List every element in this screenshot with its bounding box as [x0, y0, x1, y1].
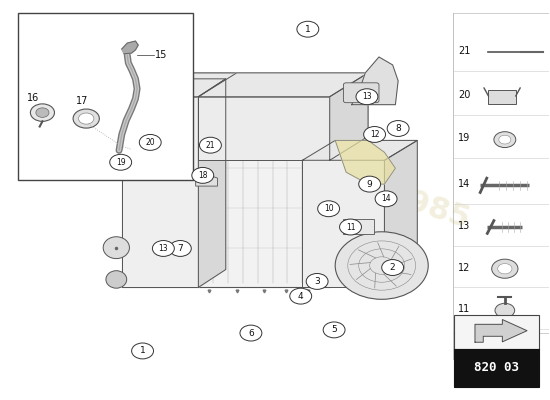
- Text: 13: 13: [458, 221, 471, 231]
- Text: 8: 8: [395, 124, 401, 133]
- Circle shape: [240, 325, 262, 341]
- Circle shape: [290, 288, 312, 304]
- Circle shape: [498, 264, 512, 274]
- Polygon shape: [329, 73, 368, 160]
- Circle shape: [79, 113, 94, 124]
- Text: 4: 4: [298, 292, 304, 301]
- Bar: [122, 97, 329, 287]
- Circle shape: [495, 303, 515, 318]
- Circle shape: [318, 201, 339, 217]
- Circle shape: [192, 168, 214, 183]
- Circle shape: [131, 343, 153, 359]
- Text: a passion for parts: a passion for parts: [182, 205, 346, 274]
- Circle shape: [30, 104, 54, 121]
- Polygon shape: [384, 140, 417, 287]
- Circle shape: [356, 89, 378, 105]
- Polygon shape: [302, 140, 417, 160]
- Polygon shape: [329, 73, 368, 287]
- Text: 10: 10: [324, 204, 333, 213]
- Text: 820 03: 820 03: [475, 361, 519, 374]
- Text: 21: 21: [206, 141, 215, 150]
- Text: 12: 12: [370, 130, 379, 139]
- Text: 19: 19: [458, 134, 471, 144]
- FancyBboxPatch shape: [343, 83, 379, 103]
- Text: 1: 1: [140, 346, 145, 356]
- Text: 1: 1: [305, 25, 311, 34]
- Text: 1985: 1985: [383, 181, 473, 235]
- Polygon shape: [122, 41, 138, 54]
- Circle shape: [499, 135, 511, 144]
- Circle shape: [152, 240, 174, 256]
- Text: 20: 20: [145, 138, 155, 147]
- Text: 3: 3: [314, 277, 320, 286]
- Polygon shape: [335, 140, 395, 184]
- Text: 6: 6: [248, 328, 254, 338]
- Bar: [18, 13, 193, 180]
- Circle shape: [297, 21, 319, 37]
- Polygon shape: [122, 79, 226, 97]
- Text: 19: 19: [116, 158, 125, 167]
- Circle shape: [323, 322, 345, 338]
- Polygon shape: [475, 320, 527, 342]
- Polygon shape: [196, 174, 218, 186]
- Circle shape: [359, 176, 381, 192]
- Text: 20: 20: [458, 90, 471, 100]
- Ellipse shape: [103, 237, 129, 258]
- Bar: [454, 315, 540, 349]
- Bar: [199, 97, 329, 160]
- Text: 17: 17: [76, 96, 89, 106]
- Circle shape: [110, 154, 131, 170]
- Circle shape: [36, 108, 49, 117]
- Circle shape: [364, 126, 386, 142]
- Polygon shape: [199, 79, 225, 287]
- Bar: [122, 97, 199, 287]
- Bar: [343, 219, 373, 234]
- Text: 21: 21: [458, 46, 471, 56]
- Circle shape: [139, 134, 161, 150]
- Text: 12: 12: [458, 262, 471, 272]
- Text: 5: 5: [331, 325, 337, 334]
- Text: 13: 13: [158, 244, 168, 253]
- Circle shape: [335, 232, 428, 299]
- Text: européés: européés: [109, 117, 419, 267]
- Circle shape: [375, 191, 397, 207]
- Text: 14: 14: [458, 179, 471, 189]
- Circle shape: [339, 219, 361, 235]
- Text: 9: 9: [367, 180, 372, 189]
- Text: 15: 15: [155, 50, 168, 60]
- Circle shape: [387, 120, 409, 136]
- Bar: [454, 349, 540, 387]
- Text: 14: 14: [381, 194, 391, 203]
- Text: 13: 13: [362, 92, 372, 101]
- Circle shape: [494, 132, 516, 148]
- Text: 18: 18: [198, 171, 207, 180]
- Circle shape: [382, 260, 404, 276]
- Bar: [302, 160, 384, 287]
- Circle shape: [492, 259, 518, 278]
- Ellipse shape: [106, 271, 126, 288]
- Polygon shape: [351, 57, 398, 105]
- Circle shape: [169, 240, 191, 256]
- Polygon shape: [199, 73, 368, 97]
- Text: 16: 16: [26, 92, 39, 102]
- Text: 11: 11: [458, 304, 471, 314]
- Text: 7: 7: [178, 244, 183, 253]
- Circle shape: [200, 137, 221, 153]
- Circle shape: [73, 109, 100, 128]
- Text: 11: 11: [346, 222, 355, 232]
- FancyBboxPatch shape: [488, 90, 516, 104]
- Text: 2: 2: [390, 263, 395, 272]
- Circle shape: [306, 274, 328, 289]
- Polygon shape: [122, 73, 368, 97]
